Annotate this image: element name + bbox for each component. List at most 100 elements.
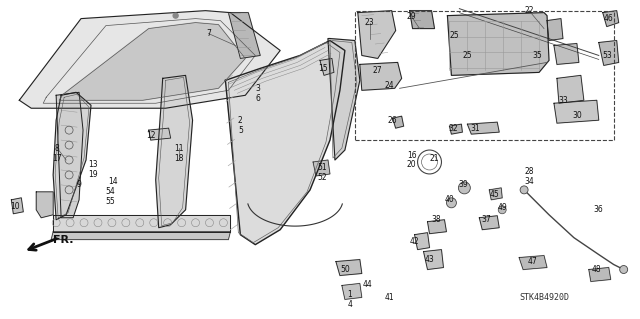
Text: 14: 14 [108,177,118,186]
Text: 5: 5 [238,126,243,135]
Text: 23: 23 [365,18,374,27]
Polygon shape [428,220,447,234]
Polygon shape [554,43,579,64]
Polygon shape [12,198,23,214]
Polygon shape [489,188,502,200]
Polygon shape [156,75,193,228]
Text: 44: 44 [363,280,372,289]
Text: 17: 17 [52,153,62,162]
Text: 19: 19 [88,170,98,179]
Polygon shape [410,11,435,29]
Text: 31: 31 [470,124,480,133]
Text: 41: 41 [385,293,394,302]
Text: 8: 8 [55,144,60,152]
Text: 9: 9 [77,180,81,189]
Text: 18: 18 [174,153,184,162]
Polygon shape [51,232,230,240]
Polygon shape [424,249,444,270]
Text: STK4B4920D: STK4B4920D [519,293,569,302]
Text: 27: 27 [373,66,383,75]
Text: 43: 43 [425,255,435,264]
Text: 26: 26 [388,116,397,125]
Polygon shape [554,100,599,123]
Polygon shape [19,11,280,108]
Polygon shape [603,11,619,26]
Text: 34: 34 [524,177,534,186]
Text: 52: 52 [317,174,327,182]
Text: 25: 25 [449,31,460,40]
Circle shape [620,265,628,273]
Polygon shape [599,41,619,65]
Text: FR.: FR. [53,235,74,245]
Text: 36: 36 [594,205,604,214]
Text: 35: 35 [532,51,542,60]
Polygon shape [228,13,260,58]
Text: 39: 39 [458,180,468,189]
Polygon shape [53,92,91,220]
Polygon shape [360,63,402,90]
Text: 1: 1 [348,290,352,299]
Text: 2: 2 [238,116,243,125]
Text: 50: 50 [340,265,350,274]
Text: 15: 15 [318,64,328,73]
Text: 48: 48 [592,265,602,274]
Circle shape [447,198,456,208]
Text: 10: 10 [10,202,20,211]
Polygon shape [328,39,360,160]
Polygon shape [557,75,584,103]
Polygon shape [547,19,563,41]
Polygon shape [449,124,462,134]
Polygon shape [36,192,53,218]
Text: 30: 30 [572,111,582,120]
Text: 51: 51 [317,163,327,173]
Text: 4: 4 [348,300,352,309]
Text: 21: 21 [429,153,439,162]
Polygon shape [53,215,230,232]
Polygon shape [415,233,429,249]
Text: 32: 32 [449,124,458,133]
Text: 24: 24 [385,81,394,90]
Polygon shape [313,160,330,176]
Circle shape [498,206,506,214]
Text: 40: 40 [445,195,454,204]
Polygon shape [342,284,362,300]
Polygon shape [447,13,549,75]
Polygon shape [519,256,547,270]
Text: 20: 20 [407,160,417,169]
Polygon shape [393,116,404,128]
Polygon shape [479,216,499,230]
Text: 29: 29 [407,12,417,21]
Text: 45: 45 [490,190,499,199]
Circle shape [520,186,528,194]
Polygon shape [225,41,345,245]
Polygon shape [589,268,611,281]
Polygon shape [56,92,83,218]
Text: 11: 11 [174,144,184,152]
Polygon shape [467,122,499,134]
Polygon shape [336,260,362,276]
Text: 46: 46 [604,14,614,23]
Text: 37: 37 [481,215,491,224]
Text: 12: 12 [146,130,156,140]
Polygon shape [320,58,334,75]
Text: 28: 28 [524,167,534,176]
Circle shape [173,13,178,18]
Bar [355,11,614,140]
Text: 54: 54 [105,187,115,197]
Text: 7: 7 [206,29,211,38]
Text: 49: 49 [497,203,507,212]
Text: 38: 38 [431,215,442,224]
Polygon shape [148,128,171,140]
Text: 47: 47 [527,257,537,266]
Text: 55: 55 [105,197,115,206]
Text: 16: 16 [407,151,417,160]
Circle shape [458,182,470,194]
Text: 53: 53 [602,51,612,60]
Text: 42: 42 [410,237,419,246]
Polygon shape [59,23,245,100]
Text: 13: 13 [88,160,98,169]
Text: 6: 6 [256,94,260,103]
Text: 3: 3 [256,84,260,93]
Text: 22: 22 [524,6,534,15]
Text: 33: 33 [558,96,568,105]
